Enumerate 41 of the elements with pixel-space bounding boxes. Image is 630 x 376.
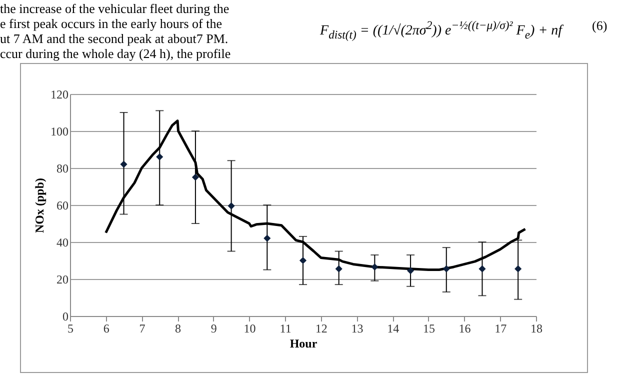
x-tick-label: 7 — [139, 322, 146, 336]
text: ut 7 AM and the second peak at about7 PM. — [0, 31, 228, 46]
text: ccur during the whole day (24 h), the profile — [0, 46, 231, 61]
point — [514, 265, 522, 272]
point — [156, 153, 164, 160]
x-tick-label: 11 — [280, 322, 292, 336]
point — [192, 174, 199, 181]
y-tick-label: 80 — [56, 162, 68, 176]
x-tick-label: 12 — [315, 322, 328, 336]
point — [407, 267, 414, 274]
x-tick-label: 17 — [494, 322, 507, 336]
x-tick-label: 9 — [210, 322, 217, 336]
y-axis-title: NOx (ppb) — [32, 178, 46, 234]
text: F$_{dist(t)}$ = ((1/√(2πσ$^{2}$)) e$^{−½((t−μ)/σ)²}$ F$_{e}$) + nf — [320, 19, 562, 42]
point — [335, 265, 342, 272]
y-tick-label: 120 — [50, 88, 68, 102]
text: e first peak occurs in the early hours of the — [0, 16, 222, 31]
point — [299, 256, 307, 264]
y-tick-label: 40 — [56, 236, 68, 250]
point — [442, 265, 450, 272]
point — [478, 265, 486, 272]
x-tick-label: 6 — [103, 322, 110, 336]
x-tick-label: 5 — [68, 322, 74, 336]
x-axis-title: Hour — [290, 336, 318, 350]
x-tick-label: 13 — [351, 322, 364, 336]
x-tick-label: 8 — [175, 322, 182, 336]
point — [120, 160, 128, 168]
x-tick-label: 16 — [458, 322, 471, 336]
x-tick-label: 15 — [422, 322, 435, 336]
point — [228, 202, 235, 210]
x-tick-label: 18 — [530, 322, 542, 336]
x-tick-label: 10 — [244, 322, 256, 336]
point — [264, 234, 271, 242]
y-tick-label: 60 — [56, 198, 68, 212]
text: (6) — [592, 18, 608, 33]
y-tick-label: 0 — [62, 310, 68, 324]
y-tick-label: 100 — [50, 124, 68, 138]
x-tick-label: 14 — [387, 322, 400, 336]
y-tick-label: 20 — [56, 272, 68, 286]
point — [371, 263, 378, 271]
text: the increase of the vehicular fleet during the — [0, 1, 230, 16]
